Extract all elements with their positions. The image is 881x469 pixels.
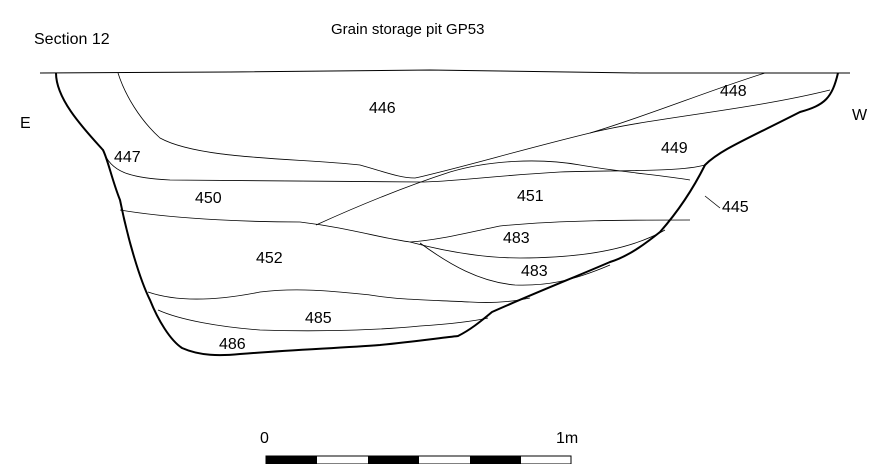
context-label-445: 445 [722,199,749,216]
figure-title: Grain storage pit GP53 [331,21,485,38]
section-label: Section 12 [34,31,110,48]
scale-bar-segment [368,456,419,464]
boundary-486-top [157,309,489,332]
scale-label-end: 1m [556,430,579,447]
scale-bar-segment [266,456,317,464]
context-label-450: 450 [195,190,222,207]
context-label-449: 449 [661,140,688,157]
context-label-451: 451 [517,188,544,205]
context-label-446: 446 [369,100,396,117]
context-label-483-upper: 483 [503,230,530,247]
boundary-451-top [315,160,691,226]
boundary-446 [117,72,831,179]
context-label-483-lower: 483 [521,263,548,280]
scale-bar [265,455,572,465]
boundary-450 [119,209,691,243]
boundary-448 [589,72,766,134]
context-label-452: 452 [256,250,283,267]
boundary-483-lower [419,242,611,286]
boundary-485-top [147,289,531,303]
pit-outline [55,72,839,357]
scale-bar-segment [470,456,521,464]
boundary-483-upper [409,229,666,259]
scale-label-start: 0 [260,430,269,447]
ground-surface-line [39,69,850,74]
label-leader-445 [704,195,721,209]
context-label-448: 448 [720,83,747,100]
context-label-485: 485 [305,310,332,327]
orientation-east: E [20,115,31,132]
context-label-447: 447 [114,149,141,166]
orientation-west: W [852,107,868,124]
context-label-486: 486 [219,336,246,353]
